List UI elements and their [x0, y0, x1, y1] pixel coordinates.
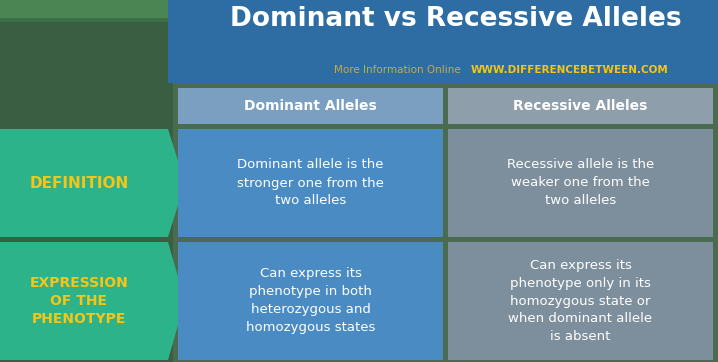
Text: Recessive allele is the
weaker one from the
two alleles: Recessive allele is the weaker one from …: [507, 159, 654, 207]
Bar: [0, 0, 718, 22]
Polygon shape: [0, 242, 185, 360]
Text: More Information Online: More Information Online: [334, 65, 460, 75]
Text: EXPRESSION
OF THE
PHENOTYPE: EXPRESSION OF THE PHENOTYPE: [29, 275, 129, 327]
Bar: [448, 242, 713, 360]
Text: Dominant Alleles: Dominant Alleles: [244, 99, 377, 113]
Text: WWW.DIFFERENCEBETWEEN.COM: WWW.DIFFERENCEBETWEEN.COM: [470, 65, 668, 75]
Text: Can express its
phenotype in both
heterozygous and
homozygous states: Can express its phenotype in both hetero…: [246, 268, 376, 334]
Bar: [173, 0, 718, 362]
Bar: [168, 0, 718, 57]
Text: DEFINITION: DEFINITION: [29, 176, 129, 190]
Text: Recessive Alleles: Recessive Alleles: [513, 99, 648, 113]
Polygon shape: [0, 129, 185, 237]
Text: Can express its
phenotype only in its
homozygous state or
when dominant allele
i: Can express its phenotype only in its ho…: [508, 258, 653, 344]
Bar: [168, 57, 718, 83]
Text: Dominant allele is the
stronger one from the
two alleles: Dominant allele is the stronger one from…: [237, 159, 384, 207]
Bar: [178, 88, 443, 124]
Bar: [0, 0, 173, 362]
Bar: [178, 129, 443, 237]
Bar: [448, 129, 713, 237]
Bar: [178, 242, 443, 360]
Bar: [448, 88, 713, 124]
Text: Dominant vs Recessive Alleles: Dominant vs Recessive Alleles: [230, 5, 681, 31]
Bar: [0, 0, 173, 18]
